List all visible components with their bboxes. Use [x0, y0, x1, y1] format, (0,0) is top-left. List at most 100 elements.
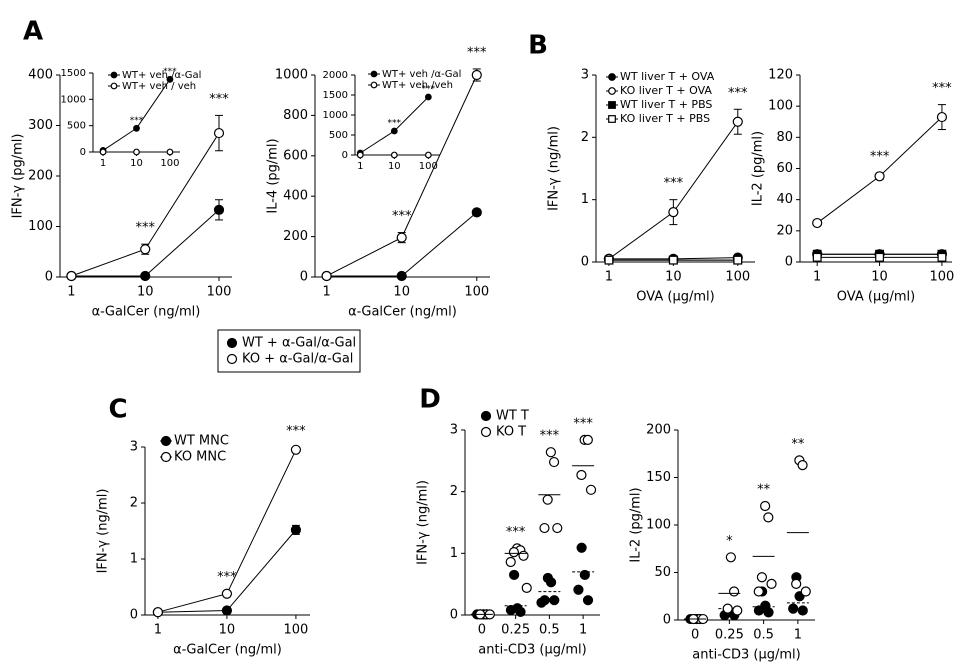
x-tick-label: 10	[388, 161, 401, 172]
significance: ***	[286, 424, 306, 439]
marker	[812, 217, 823, 229]
y-tick-label: 2	[450, 484, 458, 499]
marker	[66, 270, 77, 282]
x-tick-label: 10	[393, 285, 410, 300]
marker	[753, 586, 764, 597]
marker	[133, 148, 140, 156]
marker	[480, 426, 492, 438]
x-tick-label: 0	[691, 628, 699, 643]
x-tick-label: 1	[357, 161, 363, 172]
x-tick-label: 0.25	[715, 628, 744, 643]
legend-box	[217, 329, 361, 373]
marker	[509, 569, 520, 581]
y-tick-label: 1000	[275, 68, 308, 83]
y-axis-label: IFN-γ (pg/ml)	[11, 134, 26, 219]
significance: ***	[209, 92, 229, 107]
significance: **	[791, 437, 805, 452]
marker	[797, 460, 808, 471]
x-axis-label: α-GalCer (ng/ml)	[348, 305, 457, 320]
y-tick-label: 100	[768, 99, 793, 114]
marker	[536, 597, 547, 608]
marker	[936, 111, 948, 123]
marker	[110, 82, 118, 90]
marker	[766, 578, 777, 590]
significance: **	[757, 483, 771, 498]
significance: ***	[540, 429, 560, 444]
x-axis-label: anti-CD3 (μg/ml)	[478, 643, 586, 658]
x-tick-label: 1	[794, 628, 802, 643]
panel-label: D	[419, 385, 441, 415]
marker	[226, 337, 238, 349]
marker	[733, 255, 743, 265]
marker	[424, 93, 432, 101]
y-tick-label: 1	[130, 552, 138, 567]
marker	[728, 586, 740, 597]
y-tick-label: 0	[300, 270, 308, 285]
marker	[788, 603, 799, 614]
y-tick-label: 1500	[61, 68, 86, 79]
marker	[370, 81, 378, 89]
legend-label: WT T	[496, 409, 529, 424]
x-axis-label: OVA (μg/ml)	[837, 290, 915, 305]
legend-label: KO T	[496, 425, 526, 440]
marker	[722, 603, 733, 614]
marker	[133, 124, 140, 132]
y-tick-label: 1	[581, 192, 589, 207]
y-tick-label: 400	[283, 189, 308, 204]
y-tick-label: 200	[646, 423, 671, 438]
y-tick-label: 0	[80, 147, 86, 158]
legend-label: WT + α-Gal/α-Gal	[242, 336, 356, 351]
marker	[390, 127, 398, 135]
y-tick-label: 500	[67, 121, 86, 132]
x-tick-label: 1	[605, 270, 613, 285]
marker	[604, 255, 614, 265]
marker	[221, 605, 233, 616]
y-tick-label: 40	[776, 192, 793, 207]
y-tick-label: 500	[329, 130, 348, 141]
marker	[140, 270, 151, 282]
legend-label: WT+ veh /α-Gal	[382, 69, 461, 80]
y-tick-label: 1000	[323, 110, 348, 121]
significance: *	[726, 534, 733, 549]
y-tick-label: 100	[28, 219, 53, 234]
marker	[110, 71, 118, 79]
marker	[166, 148, 174, 156]
x-tick-label: 10	[871, 270, 888, 285]
marker	[396, 270, 407, 282]
significance: ***	[163, 67, 177, 77]
y-tick-label: 800	[283, 108, 308, 123]
marker	[160, 435, 172, 447]
marker	[579, 569, 590, 581]
marker	[756, 572, 768, 583]
marker	[608, 73, 616, 81]
y-tick-label: 600	[283, 148, 308, 163]
y-tick-label: 0	[785, 255, 793, 270]
legend-label: KO + α-Gal/α-Gal	[242, 352, 353, 367]
marker	[608, 87, 616, 95]
significance: ***	[388, 119, 402, 129]
marker	[937, 252, 947, 262]
x-tick-label: 0.25	[501, 623, 530, 638]
legend-label: WT+ veh / veh	[122, 81, 196, 92]
marker	[424, 151, 432, 159]
marker	[732, 605, 743, 616]
legend-label: WT MNC	[174, 434, 229, 449]
y-tick-label: 400	[28, 68, 53, 83]
marker	[140, 244, 151, 255]
marker	[213, 127, 225, 139]
x-tick-label: 10	[219, 623, 236, 638]
x-tick-label: 100	[207, 285, 232, 300]
y-tick-label: 20	[776, 223, 793, 238]
y-tick-label: 1	[450, 546, 458, 561]
x-axis-label: α-GalCer (ng/ml)	[173, 643, 282, 658]
y-tick-label: 100	[646, 518, 671, 533]
marker	[99, 148, 107, 156]
y-tick-label: 0	[130, 608, 138, 623]
marker	[874, 171, 885, 182]
y-tick-label: 1000	[61, 94, 86, 105]
x-axis-label: OVA (μg/ml)	[636, 290, 714, 305]
y-tick-label: 0	[342, 150, 348, 161]
x-tick-label: 0.5	[539, 623, 560, 638]
marker	[480, 410, 492, 422]
x-tick-label: 10	[137, 285, 154, 300]
